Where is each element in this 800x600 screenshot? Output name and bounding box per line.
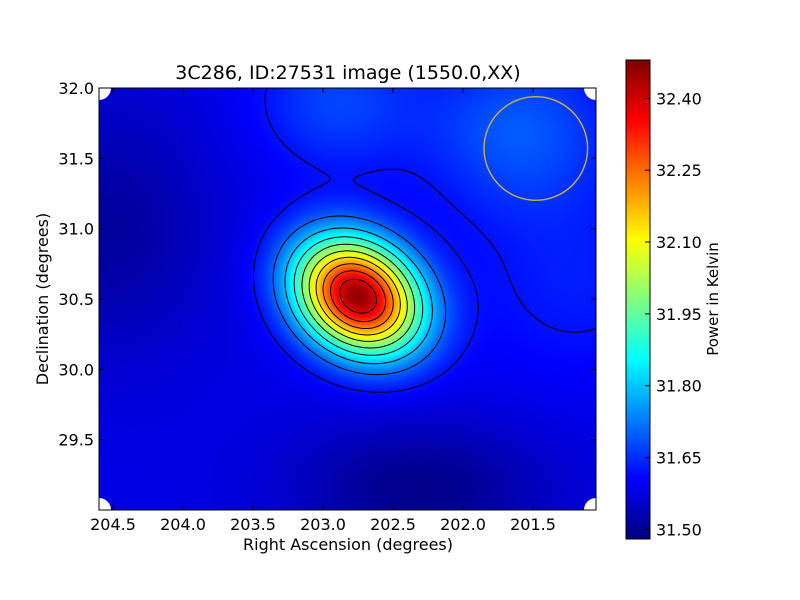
colorbar-axis: 32.40 32.25 32.10 31.95 31.80 31.65 31.50 bbox=[645, 89, 702, 539]
y-tick-label: 31.0 bbox=[58, 220, 94, 239]
chart-title: 3C286, ID:27531 image (1550.0,XX) bbox=[175, 62, 520, 84]
contour-level bbox=[308, 250, 408, 342]
colorbar-frame bbox=[625, 59, 651, 540]
x-tick-label: 204.5 bbox=[90, 515, 136, 534]
colorbar-tick-label: 31.65 bbox=[656, 449, 702, 468]
colorbar-label: Power in Kelvin bbox=[704, 242, 722, 356]
x-tick-label: 204.0 bbox=[160, 515, 206, 534]
colorbar-tick-label: 31.50 bbox=[656, 520, 702, 539]
y-tick-label: 32.0 bbox=[58, 79, 94, 98]
y-tick-label: 29.5 bbox=[58, 431, 94, 450]
contour-level bbox=[284, 227, 433, 365]
heatmap-image bbox=[99, 88, 596, 510]
contour-level bbox=[322, 263, 394, 329]
contour-level bbox=[301, 243, 416, 349]
plot-corner-masks bbox=[99, 88, 596, 510]
contour-level bbox=[330, 270, 387, 323]
colorbar-tick-label: 32.10 bbox=[656, 233, 702, 252]
colorbar-tick-label: 32.40 bbox=[656, 89, 702, 108]
colorbar-tick-label: 31.95 bbox=[656, 305, 702, 324]
colorbar-tick-label: 31.80 bbox=[656, 377, 702, 396]
colorbar-tick-label: 32.25 bbox=[656, 161, 702, 180]
x-axis-label: Right Ascension (degrees) bbox=[243, 535, 453, 554]
beam-circle bbox=[483, 95, 589, 201]
corner-mask bbox=[99, 88, 111, 100]
contour-level bbox=[253, 88, 596, 393]
contour-lines bbox=[253, 88, 596, 393]
colorbar-gradient bbox=[626, 60, 650, 539]
contour-level bbox=[315, 256, 401, 336]
y-axis-label: Declination (degrees) bbox=[33, 213, 52, 385]
y-tick-label: 30.5 bbox=[58, 290, 94, 309]
x-tick-label: 203.0 bbox=[300, 515, 346, 534]
y-tick-label: 31.5 bbox=[58, 149, 94, 168]
x-tick-label: 201.5 bbox=[510, 515, 556, 534]
y-tick-label: 30.0 bbox=[58, 360, 94, 379]
y-axis: 29.5 30.0 30.5 31.0 31.5 32.0 bbox=[58, 79, 596, 450]
corner-mask bbox=[584, 88, 596, 100]
contour-level bbox=[339, 278, 377, 314]
x-axis: 204.5 204.0 203.5 203.0 202.5 202.0 201.5 bbox=[90, 88, 556, 534]
contour-level bbox=[272, 215, 447, 376]
x-tick-label: 203.5 bbox=[230, 515, 276, 534]
contour-level bbox=[293, 236, 424, 356]
corner-mask bbox=[99, 498, 111, 510]
x-tick-label: 202.5 bbox=[370, 515, 416, 534]
x-tick-label: 202.0 bbox=[440, 515, 486, 534]
corner-mask bbox=[584, 498, 596, 510]
